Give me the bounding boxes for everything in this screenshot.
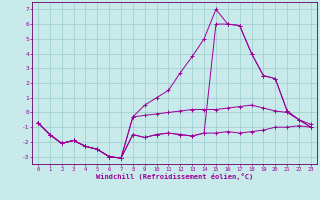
X-axis label: Windchill (Refroidissement éolien,°C): Windchill (Refroidissement éolien,°C) <box>96 173 253 180</box>
